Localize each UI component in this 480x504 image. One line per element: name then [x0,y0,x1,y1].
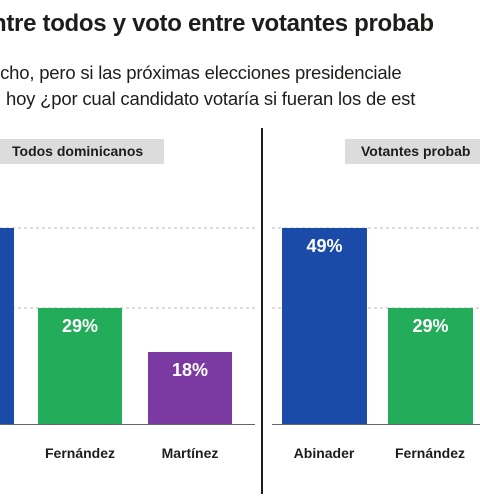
panel-divider [261,128,263,494]
category-label-0-2: Martínez [162,445,219,461]
value-label-0-2: 18% [172,360,208,380]
category-label-1-1: Fernández [395,445,465,461]
value-label-0-1: 29% [62,316,98,336]
value-label-1-0: 49% [306,236,342,256]
bar-1-fernández [388,308,473,424]
bar-0-fernández [38,308,122,424]
category-label-1-0: Abinader [294,445,355,461]
category-label-0-1: Fernández [45,445,115,461]
question-line-1: ucho, pero si las próximas elecciones pr… [0,62,402,83]
bar-0-abinader [0,228,14,424]
bar-0-martínez [148,352,232,424]
bar-1-abinader [282,228,367,424]
chart-title: ntre todos y voto entre votantes probab [0,10,434,37]
panel-header-left: Todos dominicanos [0,139,164,164]
question-line-2: hoy ¿por cual candidato votaría si fuera… [6,88,416,109]
panel-header-right: Votantes probab [345,139,480,164]
survey-question: ucho, pero si las próximas elecciones pr… [0,60,480,112]
value-label-1-1: 29% [412,316,448,336]
panel-title-right: Votantes probab [361,143,471,159]
panel-title-left: Todos dominicanos [12,143,144,159]
